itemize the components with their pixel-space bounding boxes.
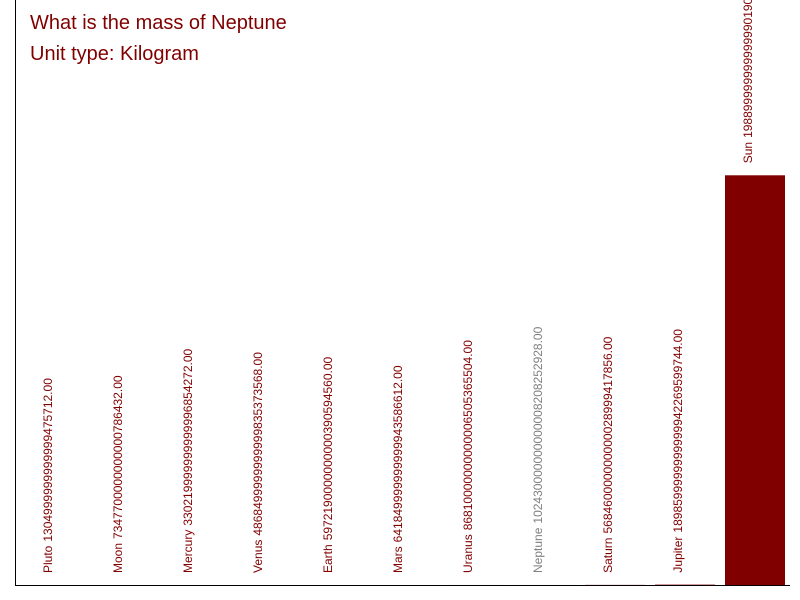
bar-label: Neptune 102430000000000008208252928.00 [531,326,545,573]
bar-label: Uranus 86810000000000006505365504.00 [461,340,475,573]
bar-label: Mars 641849999999999943586612.00 [391,365,405,573]
category-name: Neptune [531,527,545,573]
chart-title: What is the mass of Neptune [30,12,287,34]
value-label: 641849999999999943586612.00 [391,365,405,542]
value-label: 4868499999999999835373568.00 [251,352,265,536]
value-label: 102430000000000008208252928.00 [531,326,545,523]
bar-label: Saturn 568460000000000028999417856.00 [601,336,615,573]
bar [725,175,785,586]
chart-subtitle: Unit type: Kilogram [30,43,199,65]
category-name: Sun [741,142,755,163]
value-label: 5972190000000000390594560.00 [321,356,335,540]
bar-label: Jupiter 1898599999999999942269599744.00 [671,329,685,573]
category-name: Pluto [41,545,55,573]
value-label: 568460000000000028999417856.00 [601,336,615,533]
bar-label: Pluto 1304999999999999475712.00 [41,378,55,573]
value-label: 86810000000000006505365504.00 [461,340,475,531]
category-name: Jupiter [671,537,685,573]
category-name: Uranus [461,534,475,573]
category-name: Moon [111,543,125,573]
bar-label: Moon 7347700000000000786432.00 [111,375,125,573]
value-label: 330219999999999996854272.00 [181,348,195,525]
category-name: Saturn [601,538,615,573]
value-label: 1988999999999999901909432571904.00 [741,0,755,138]
bar-label: Sun 1988999999999999901909432571904.00 [741,0,755,163]
category-name: Mercury [181,530,195,573]
bar-label: Venus 4868499999999999835373568.00 [251,352,265,573]
bar-label: Earth 5972190000000000390594560.00 [321,356,335,573]
value-label: 7347700000000000786432.00 [111,375,125,539]
value-label: 1898599999999999942269599744.00 [671,329,685,533]
category-name: Mars [391,546,405,573]
category-name: Earth [321,544,335,573]
bar-label: Mercury 330219999999999996854272.00 [181,348,195,573]
category-name: Venus [251,540,265,573]
value-label: 1304999999999999475712.00 [41,378,55,542]
